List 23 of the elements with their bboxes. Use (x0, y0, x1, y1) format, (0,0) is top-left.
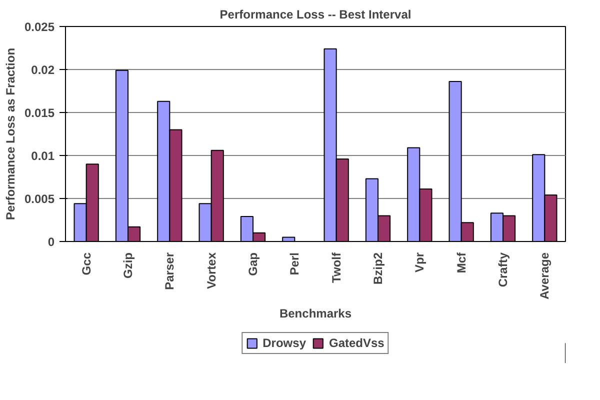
x-tick-label: Vpr (412, 252, 427, 273)
x-tick-label: Parser (162, 252, 177, 290)
y-tick-label: 0.005 (24, 192, 55, 206)
legend-label: Drowsy (262, 336, 306, 350)
x-tick-label: Twolf (329, 251, 344, 283)
legend-label: GatedVss (329, 336, 384, 350)
x-tick-label: Bzip2 (371, 252, 385, 285)
x-tick-label: Gap (246, 252, 260, 276)
x-tick-label: Mcf (454, 251, 468, 274)
y-tick-label: 0.01 (31, 149, 55, 163)
x-tick-label: Perl (288, 252, 302, 276)
y-tick-label: 0.025 (24, 20, 55, 34)
y-tick-label: 0.02 (31, 63, 55, 77)
y-axis-title: Performance Loss as Fraction (3, 48, 18, 220)
x-tick-label: Gcc (79, 252, 94, 276)
x-tick-label: Average (538, 252, 552, 300)
x-tick-label: Vortex (204, 252, 218, 289)
y-tick-label: 0 (48, 235, 55, 249)
x-axis-title: Benchmarks (279, 306, 352, 320)
chart-title: Performance Loss -- Best Interval (220, 8, 412, 22)
x-tick-label: Crafty (496, 252, 510, 288)
y-tick-label: 0.015 (24, 106, 55, 120)
x-tick-label: Gzip (121, 252, 135, 278)
